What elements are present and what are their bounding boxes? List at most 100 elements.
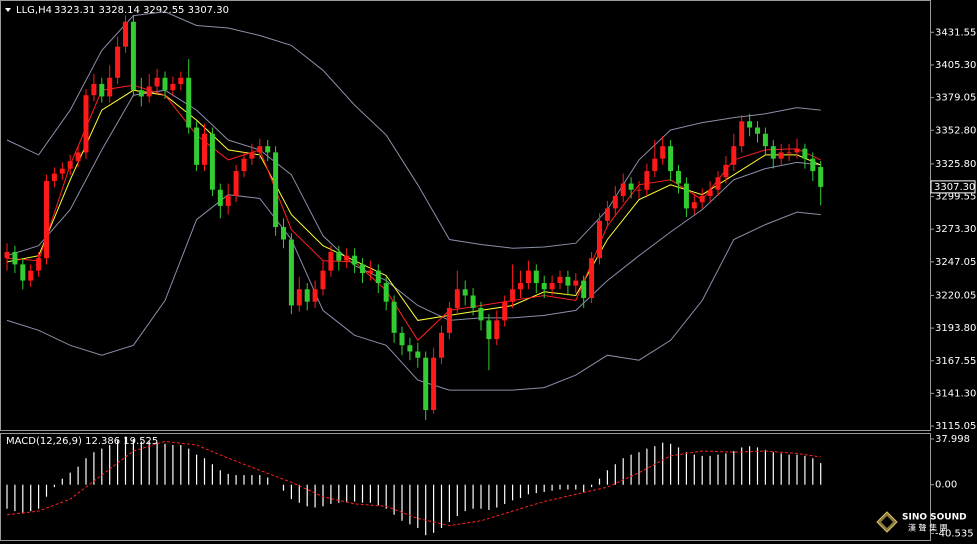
- candle-body: [786, 152, 792, 154]
- candle-body: [739, 121, 745, 147]
- candle-body: [747, 121, 753, 128]
- candle-body: [668, 146, 674, 172]
- candle-body: [620, 183, 626, 196]
- macd-title: MACD(12,26,9) 12.386 19.525: [6, 436, 158, 447]
- candle-body: [407, 345, 413, 352]
- candle-body: [123, 21, 128, 47]
- candle-body: [391, 301, 397, 333]
- y-tick-label: 3115.05: [935, 421, 976, 432]
- candle-body: [367, 270, 373, 274]
- candle-body: [257, 146, 263, 153]
- logo: SINO SOUND 漢 聲 集 團: [876, 511, 967, 533]
- candle-body: [233, 171, 239, 196]
- candle-body: [644, 171, 650, 190]
- candle-body: [636, 189, 642, 191]
- candle-body: [660, 146, 666, 159]
- signal-line: [6, 440, 821, 527]
- candle-body: [209, 133, 215, 190]
- candle-body: [612, 195, 618, 209]
- y-tick-label: 3273.30: [935, 224, 976, 235]
- candle-body: [446, 307, 452, 333]
- candle-body: [59, 168, 65, 174]
- candle-body: [44, 181, 49, 259]
- candle-body: [510, 289, 516, 302]
- y-tick-label: 3405.30: [935, 60, 976, 71]
- y-tick-label: 3247.05: [935, 257, 976, 268]
- candle-body: [518, 283, 523, 290]
- candle-body: [715, 177, 721, 190]
- candle-body: [67, 161, 73, 169]
- candle-body: [146, 86, 152, 97]
- menu-arrow: [5, 8, 11, 12]
- candle-body: [138, 90, 144, 97]
- candle-body: [312, 289, 318, 302]
- candle-body: [320, 270, 326, 290]
- y-tick-label: 0.00: [935, 480, 957, 491]
- candle-body: [399, 332, 405, 346]
- candle-body: [557, 276, 563, 284]
- candle-body: [581, 280, 587, 298]
- candle-body: [762, 133, 768, 147]
- y-tick-label: 3220.05: [935, 290, 976, 301]
- candle-body: [573, 280, 579, 286]
- candle-body: [565, 276, 571, 286]
- candle-body: [676, 171, 681, 184]
- candle-body: [288, 239, 294, 306]
- candle-body: [541, 283, 547, 290]
- candle-body: [589, 258, 595, 298]
- candle-body: [51, 173, 57, 182]
- candle-body: [4, 251, 10, 259]
- candle-body: [83, 95, 89, 153]
- candle-body: [36, 258, 42, 271]
- candle-body: [178, 77, 184, 84]
- candle-body: [202, 133, 207, 165]
- candle-body: [265, 146, 271, 153]
- candle-body: [154, 77, 160, 87]
- y-tick-label: 3167.55: [935, 356, 976, 367]
- candle-body: [328, 251, 334, 271]
- candle-body: [462, 289, 468, 296]
- candle-body: [296, 289, 302, 306]
- candle-body: [731, 146, 737, 165]
- candle-body: [628, 183, 634, 190]
- candle-body: [281, 227, 286, 240]
- candle-body: [360, 264, 365, 274]
- candle-body: [217, 189, 223, 206]
- candle-body: [794, 148, 800, 153]
- candle-body: [494, 320, 500, 340]
- candle-body: [810, 158, 816, 172]
- candle-body: [699, 195, 705, 203]
- candle-body: [818, 166, 824, 187]
- candle-body: [415, 351, 421, 358]
- candle-body: [352, 255, 358, 265]
- candle-body: [707, 189, 713, 196]
- candle-body: [130, 21, 136, 91]
- candle-body: [194, 127, 200, 165]
- candle-body: [478, 307, 484, 321]
- indicator-line: [6, 84, 821, 342]
- candle-body: [486, 320, 492, 340]
- candle-body: [770, 146, 776, 159]
- candle-body: [99, 83, 105, 97]
- candle-body: [502, 301, 508, 321]
- macd-panel-frame: [0, 433, 931, 541]
- candle-body: [336, 251, 342, 261]
- y-tick-label: 3193.80: [935, 323, 976, 334]
- logo-inner: [881, 516, 893, 528]
- candle-body: [597, 220, 602, 259]
- candle-body: [778, 152, 784, 159]
- y-tick-label: -40.535: [935, 528, 974, 539]
- y-tick-label: 3431.55: [935, 27, 976, 38]
- y-tick-label: 3379.05: [935, 93, 976, 104]
- candle-body: [162, 77, 168, 91]
- candle-body: [225, 195, 231, 206]
- candle-body: [375, 270, 381, 284]
- candle-body: [344, 255, 350, 261]
- candle-body: [170, 83, 176, 91]
- quote: 3323.31 3328.14 3292.55 3307.30: [54, 5, 229, 16]
- candle-body: [470, 295, 476, 308]
- candle-body: [431, 357, 437, 410]
- candle-body: [533, 270, 539, 284]
